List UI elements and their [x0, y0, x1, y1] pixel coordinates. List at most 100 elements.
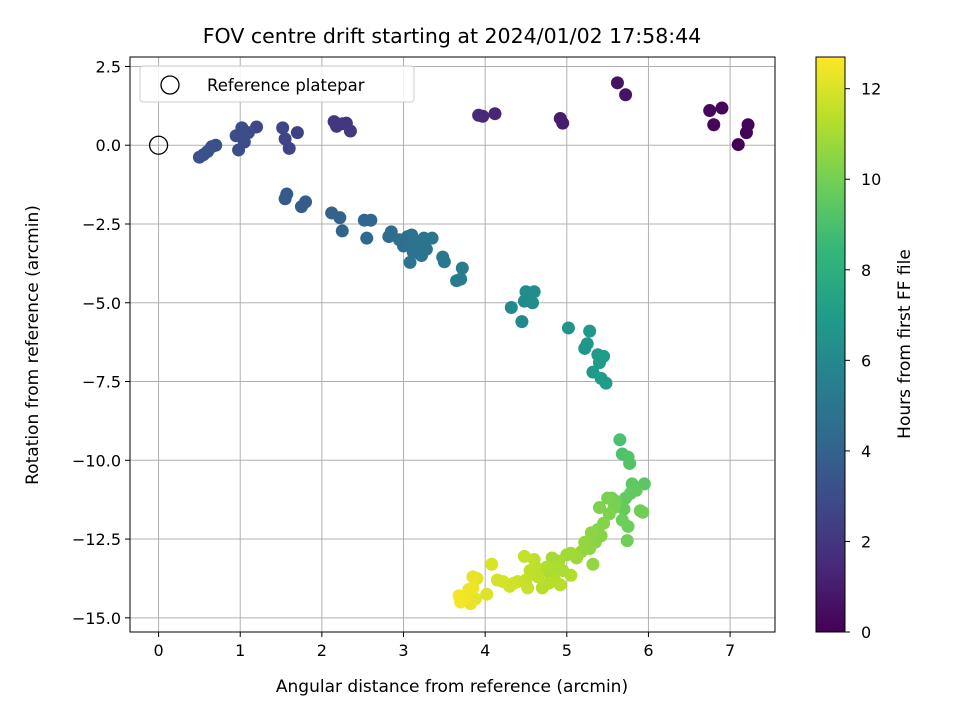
- y-tick-label: −12.5: [72, 530, 121, 549]
- data-point: [703, 104, 717, 118]
- data-point: [454, 272, 468, 286]
- data-point: [280, 187, 294, 201]
- data-point: [335, 224, 349, 238]
- data-point: [290, 126, 304, 140]
- data-point: [480, 587, 494, 601]
- data-point: [485, 557, 499, 571]
- plot-background: [130, 57, 775, 632]
- data-point: [597, 349, 611, 363]
- legend-box: [139, 65, 415, 103]
- data-point: [731, 138, 745, 152]
- data-point: [715, 101, 729, 115]
- x-tick-label: 4: [480, 641, 490, 660]
- data-point: [360, 231, 374, 245]
- data-point: [229, 129, 243, 143]
- y-tick-label: −2.5: [82, 215, 121, 234]
- data-point: [364, 213, 378, 227]
- data-point: [601, 491, 615, 505]
- colorbar-tick-label: 0: [861, 623, 871, 642]
- x-tick-label: 5: [562, 641, 572, 660]
- data-point: [527, 553, 541, 567]
- data-point: [553, 578, 567, 592]
- colorbar-tick-label: 8: [861, 261, 871, 280]
- x-tick-label: 7: [725, 641, 735, 660]
- x-axis-ticks: 0 1 2 3 4 5 6 7: [153, 632, 735, 660]
- y-tick-label: −10.0: [72, 451, 121, 470]
- y-tick-label: −15.0: [72, 609, 121, 628]
- colorbar-label: Hours from first FF file: [895, 249, 915, 439]
- legend: Reference platepar: [139, 65, 415, 103]
- data-point: [556, 564, 570, 578]
- data-point: [613, 433, 627, 447]
- data-point: [741, 118, 755, 132]
- x-tick-label: 1: [235, 641, 245, 660]
- data-point: [592, 501, 606, 515]
- data-point: [583, 324, 597, 338]
- data-point: [419, 242, 433, 256]
- data-point: [584, 526, 598, 540]
- data-point: [333, 211, 347, 225]
- data-point: [504, 300, 518, 314]
- data-point: [535, 581, 549, 595]
- data-point: [619, 491, 633, 505]
- data-point: [192, 150, 206, 164]
- data-point: [521, 581, 535, 595]
- colorbar-tick-label: 12: [861, 80, 881, 99]
- data-point: [619, 88, 633, 102]
- y-tick-label: 2.5: [96, 57, 121, 76]
- x-tick-label: 2: [317, 641, 327, 660]
- data-point: [278, 132, 292, 146]
- data-point: [621, 519, 635, 533]
- data-point: [476, 109, 490, 123]
- data-point: [276, 121, 290, 135]
- data-point: [526, 296, 540, 310]
- colorbar-ticks: 0 2 4 6 8 10 12: [845, 80, 881, 642]
- data-point: [602, 507, 616, 521]
- data-point: [527, 285, 541, 299]
- data-point: [299, 195, 313, 209]
- data-point: [623, 456, 637, 470]
- data-point: [437, 255, 451, 269]
- data-point: [490, 573, 504, 587]
- colorbar-tick-label: 2: [861, 532, 871, 551]
- data-point: [539, 560, 553, 574]
- colorbar-tick-label: 10: [861, 170, 881, 189]
- data-point: [617, 502, 631, 516]
- data-point: [452, 589, 466, 603]
- data-point: [382, 230, 396, 244]
- data-point: [403, 255, 417, 269]
- colorbar-tick-label: 6: [861, 351, 871, 370]
- data-point: [515, 315, 529, 329]
- legend-entry-label: Reference platepar: [207, 76, 365, 95]
- chart-title: FOV centre drift starting at 2024/01/02 …: [203, 24, 702, 48]
- x-tick-label: 3: [398, 641, 408, 660]
- x-tick-label: 6: [643, 641, 653, 660]
- data-point: [425, 231, 439, 245]
- colorbar-gradient: [815, 56, 846, 633]
- data-point: [455, 261, 469, 275]
- colorbar-tick-label: 4: [861, 442, 871, 461]
- data-point: [488, 107, 502, 121]
- reference-platepar-marker: [148, 135, 169, 155]
- data-point: [553, 111, 567, 125]
- data-point: [610, 76, 624, 90]
- data-point: [633, 504, 647, 518]
- plot-frame: [129, 56, 776, 633]
- data-point: [561, 321, 575, 335]
- data-point: [335, 117, 349, 131]
- legend-marker-icon: [160, 75, 180, 95]
- y-axis-label: Rotation from reference (arcmin): [23, 205, 43, 485]
- y-axis-ticks: 2.5 0.0 −2.5 −5.0 −7.5 −10.0 −12.5 −15.0: [72, 57, 130, 628]
- y-tick-label: −7.5: [82, 373, 121, 392]
- data-point: [580, 337, 594, 351]
- colorbar: 0 2 4 6 8 10 12 Hours from first FF file: [815, 56, 915, 642]
- plot-area: 0 1 2 3 4 5 6 7 2.5 0.0 −2.5 −5.0 −7.5 −10.0 −12.5 −15…: [72, 56, 776, 660]
- data-point: [707, 118, 721, 132]
- data-point: [517, 549, 531, 563]
- data-point: [586, 557, 600, 571]
- data-point: [620, 534, 634, 548]
- data-points: [192, 76, 755, 611]
- grid-lines: [130, 57, 775, 632]
- y-tick-label: 0.0: [96, 136, 121, 155]
